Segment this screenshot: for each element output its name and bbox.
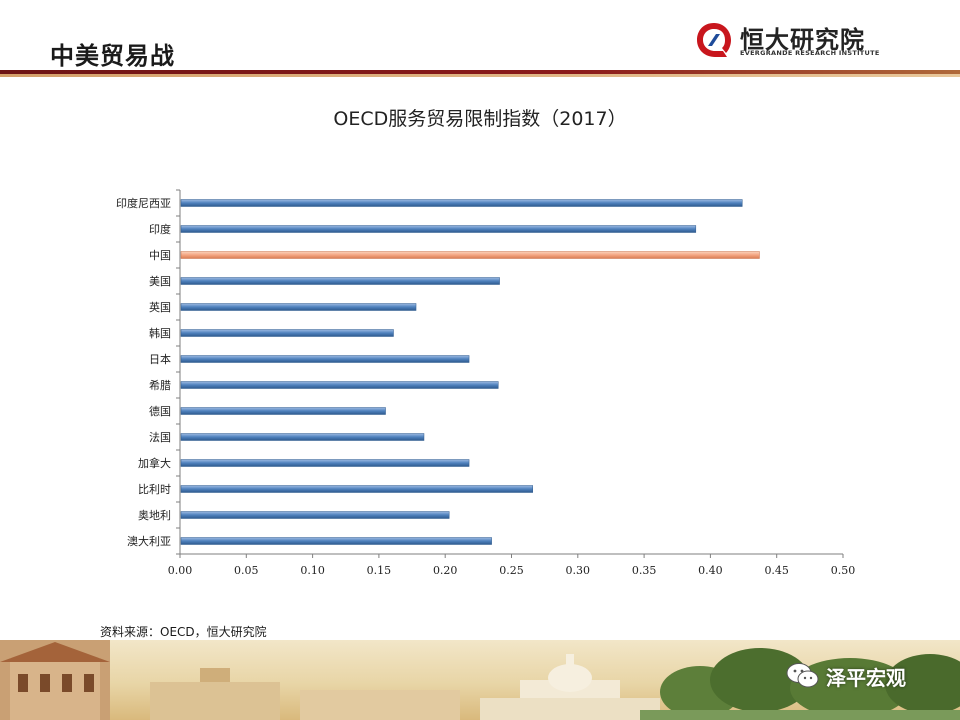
bar [180,407,386,415]
x-tick-label: 0.30 [566,564,591,577]
bar [180,355,470,363]
category-label: 日本 [149,352,171,366]
category-label: 印度 [149,222,171,236]
slide-title: 中美贸易战 [50,42,175,70]
category-label: 比利时 [138,483,171,496]
category-label: 美国 [149,275,171,288]
x-tick-label: 0.20 [433,564,458,577]
wechat-watermark: 泽平宏观 [786,662,936,692]
footer-scenery-icon [0,640,960,720]
bar [180,381,499,389]
x-tick-label: 0.10 [300,564,325,577]
bar [180,199,743,207]
bar [180,459,470,467]
category-label: 印度尼西亚 [116,196,171,210]
bar [180,485,533,493]
category-label: 韩国 [149,326,171,340]
chart-title: OECD服务贸易限制指数（2017） [333,108,627,130]
brand-logo: 恒大研究院 EVERGRANDE RESEARCH INSTITUTE [694,18,894,62]
bar [180,433,425,441]
category-label: 法国 [149,430,171,444]
watermark-text: 泽平宏观 [826,666,906,690]
wechat-icon [786,663,819,688]
x-tick-label: 0.40 [698,564,723,577]
footer-banner [0,640,960,720]
bar-highlight [180,251,760,259]
evergrande-logo-icon [697,23,731,57]
category-label: 中国 [149,249,171,262]
x-tick-label: 0.45 [764,564,789,577]
x-tick-label: 0.00 [168,564,193,577]
source-note: 资料来源：OECD，恒大研究院 [100,625,267,639]
bar [180,329,394,337]
x-tick-label: 0.25 [499,564,524,577]
bar [180,277,500,285]
x-tick-label: 0.05 [234,564,259,577]
header-rule [0,70,960,74]
category-label: 德国 [149,404,171,418]
bar [180,225,697,233]
bar [180,511,450,519]
category-label: 奥地利 [138,508,171,522]
header-rule-accent [0,74,960,77]
bar [180,537,492,545]
bar [180,303,417,311]
category-label: 加拿大 [138,456,171,470]
x-tick-label: 0.50 [831,564,856,577]
logo-name-en: EVERGRANDE RESEARCH INSTITUTE [740,49,880,57]
category-label: 希腊 [149,378,171,392]
x-tick-label: 0.15 [367,564,392,577]
logo-name-cn: 恒大研究院 [740,26,865,54]
category-label: 澳大利亚 [127,534,171,548]
x-tick-label: 0.35 [632,564,657,577]
category-label: 英国 [149,300,171,314]
